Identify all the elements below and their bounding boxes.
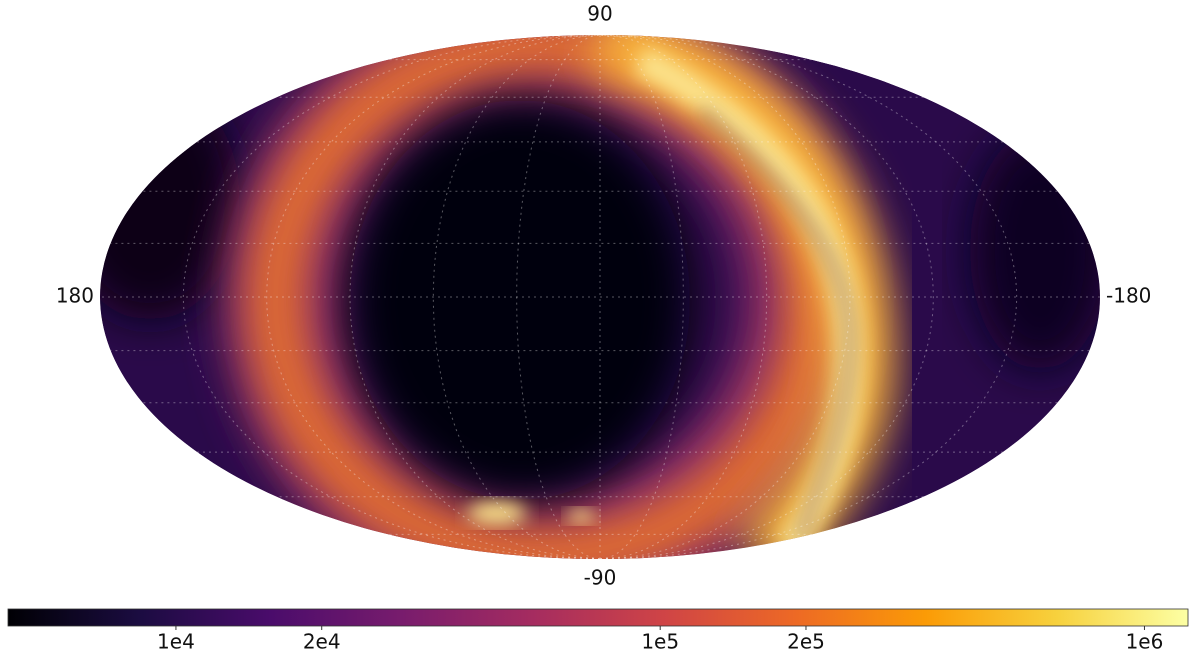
lat-label: -90 (584, 566, 617, 590)
graticule (432, 35, 601, 559)
lon-label: -180 (1106, 284, 1151, 308)
graticule (516, 35, 601, 559)
graticule (599, 35, 684, 559)
colorbar-tick-label: 2e4 (303, 630, 341, 654)
colorbar-tick-label: 2e5 (787, 630, 825, 654)
lat-label: 90 (587, 2, 612, 26)
sky-map (100, 35, 1100, 559)
graticule (599, 35, 851, 559)
lon-label: 180 (56, 284, 94, 308)
colorbar-tick-label: 1e6 (1126, 630, 1164, 654)
graticule (349, 35, 601, 559)
colorbar (7, 608, 1189, 627)
graticule (599, 35, 934, 559)
graticule (599, 35, 768, 559)
colorbar-tick-label: 1e5 (641, 630, 679, 654)
colorbar-tick-label: 1e4 (157, 630, 195, 654)
graticule (266, 35, 601, 559)
